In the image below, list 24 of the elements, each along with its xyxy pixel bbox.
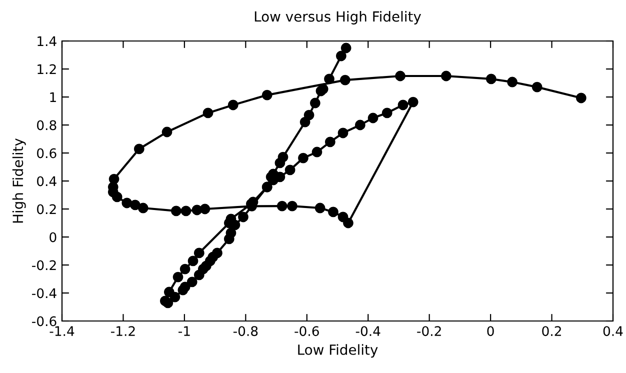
x-axis-title: Low Fidelity — [298, 344, 378, 358]
y-tick-label: 0.6 — [37, 148, 56, 158]
y-tick-label: 1.2 — [38, 64, 56, 74]
y-axis-title: High Fidelity — [12, 138, 26, 223]
x-tick-label: -0.2 — [417, 326, 441, 336]
chart-title: Low versus High Fidelity — [254, 11, 422, 24]
y-tick-label: 0.8 — [37, 120, 56, 130]
x-tick-label: 0.4 — [603, 326, 623, 336]
y-tick-label: -0.2 — [32, 260, 56, 270]
x-tick-label: -1.2 — [110, 326, 135, 336]
x-tick-label: -1.4 — [50, 326, 74, 336]
y-tick-label: 0 — [50, 232, 56, 242]
x-tick-label: -0.4 — [356, 326, 380, 336]
x-tick-label: 0 — [487, 326, 494, 336]
y-tick-label: 0.2 — [37, 204, 56, 214]
y-tick-label: 1.4 — [38, 36, 56, 46]
x-tick-label: -0.6 — [294, 326, 319, 336]
x-tick-label: -0.8 — [233, 326, 258, 336]
y-tick-label: -0.6 — [32, 316, 56, 326]
y-tick-label: -0.4 — [32, 288, 56, 298]
y-tick-label: 1 — [50, 92, 56, 102]
x-tick-label: -1 — [178, 326, 190, 336]
y-tick-label: 0.4 — [37, 176, 56, 186]
x-tick-label: 0.2 — [542, 326, 561, 336]
